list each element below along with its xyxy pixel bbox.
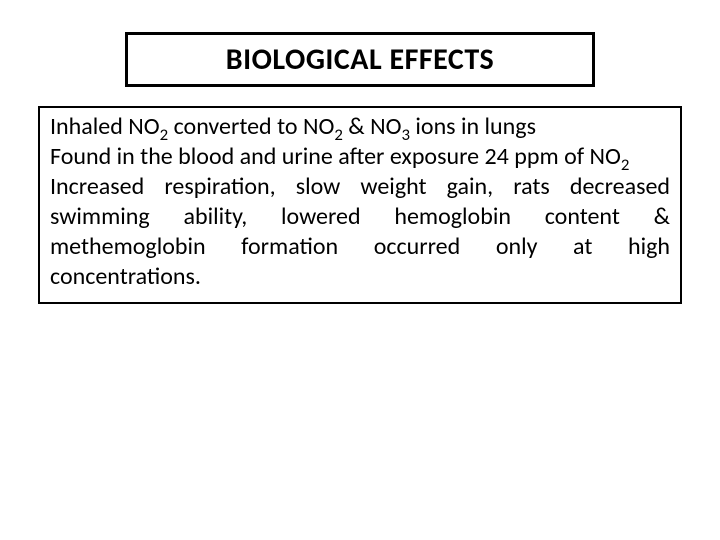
- body-text: Inhaled NO2 converted to NO2 & NO3 ions …: [50, 112, 670, 292]
- text-fragment: ions in lungs: [410, 112, 536, 141]
- text-fragment: converted to NO: [168, 112, 334, 141]
- body-line-2: Found in the blood and urine after expos…: [50, 142, 670, 172]
- text-fragment: Inhaled NO: [50, 112, 160, 141]
- text-fragment: Found in the blood and urine after expos…: [50, 142, 621, 171]
- title-box: BIOLOGICAL EFFECTS: [125, 32, 595, 87]
- title-text: BIOLOGICAL EFFECTS: [138, 41, 582, 78]
- body-box: Inhaled NO2 converted to NO2 & NO3 ions …: [38, 106, 682, 304]
- body-line-3: Increased respiration, slow weight gain,…: [50, 172, 670, 292]
- text-fragment: & NO: [343, 112, 402, 141]
- body-line-1: Inhaled NO2 converted to NO2 & NO3 ions …: [50, 112, 670, 142]
